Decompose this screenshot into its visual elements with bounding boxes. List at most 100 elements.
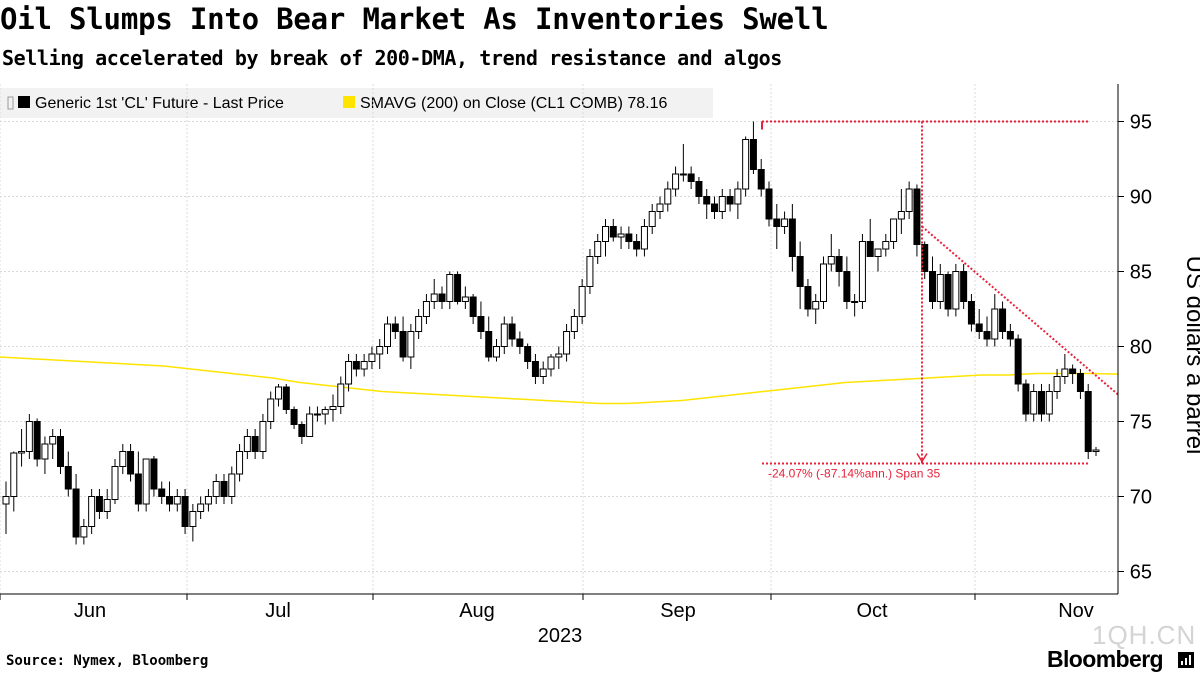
candle-up [422, 301, 430, 317]
candle-up [1061, 368, 1069, 377]
candle-up [640, 226, 648, 250]
candle-down [929, 271, 936, 302]
candle-down [773, 218, 781, 227]
candle-up [49, 436, 57, 445]
grid-lines [0, 84, 1118, 594]
x-month-label: Jun [74, 600, 106, 622]
candle-down [477, 316, 485, 332]
candle-down [127, 451, 135, 475]
y-axis-label: US dollars a barrel [1181, 256, 1200, 455]
candle-down [1069, 368, 1077, 374]
candle-down [1084, 391, 1092, 452]
candle-up [2, 496, 10, 505]
candle-down [835, 256, 843, 272]
candle-up [890, 218, 898, 242]
candle-up [578, 286, 586, 317]
chart-subtitle: Selling accelerated by break of 200-DMA,… [2, 46, 782, 70]
candle-up [586, 256, 594, 287]
candle-up [103, 499, 111, 512]
candle-up [905, 188, 913, 212]
candle-down [633, 241, 641, 250]
x-month-label: Jul [265, 600, 291, 622]
candle-up [345, 361, 353, 385]
candle-up [119, 451, 127, 467]
candle-down [1022, 383, 1030, 415]
candle-down [290, 409, 298, 425]
candle-down [1038, 391, 1045, 415]
candle-down [703, 196, 711, 205]
candle-up [189, 511, 197, 527]
x-month-label: Sep [660, 600, 696, 622]
candle-down [508, 323, 516, 340]
candle-down [516, 338, 524, 347]
legend-marker-outline [7, 96, 14, 110]
candle-up [679, 173, 687, 176]
candle-up [18, 451, 26, 454]
candle-down [469, 296, 477, 317]
candle-up [602, 226, 609, 242]
candle-down [711, 203, 718, 212]
candle-up [407, 331, 415, 358]
candle-up [111, 466, 119, 500]
candle-up [376, 346, 384, 355]
y-tick-label: 70 [1130, 487, 1152, 509]
span-arrow-head [916, 453, 928, 463]
candle-up [547, 356, 555, 370]
legend-swatch-price [18, 96, 30, 108]
candle-up [10, 452, 18, 497]
candle-down [352, 361, 360, 370]
candle-down [1014, 338, 1022, 385]
candle-up [306, 413, 314, 437]
y-tick-label: 95 [1130, 112, 1152, 134]
sma-line-group [0, 356, 1119, 405]
candle-up [275, 386, 282, 400]
candle-up [563, 331, 571, 355]
candle-down [454, 274, 462, 302]
candle-up [991, 308, 999, 340]
candle-up [384, 323, 391, 347]
candle-down [609, 226, 617, 238]
candle-down [765, 188, 773, 220]
candle-up [430, 293, 438, 302]
candle-up [1030, 391, 1038, 415]
candle-down [95, 496, 103, 512]
span-label: -24.07% (-87.14%ann.) Span 35 [768, 467, 940, 481]
candle-up [329, 406, 337, 410]
candle-up [415, 316, 423, 332]
source-note: Source: Nymex, Bloomberg [6, 653, 209, 669]
candle-up [936, 274, 944, 302]
bloomberg-logo: Bloomberg [1047, 646, 1164, 672]
candle-down [999, 308, 1007, 332]
y-tick-label: 85 [1130, 262, 1152, 284]
chart-title: Oil Slumps Into Bear Market As Inventori… [0, 2, 829, 36]
candle-down [695, 181, 703, 197]
candle-up [851, 301, 859, 303]
candle-down [749, 139, 757, 170]
candle-up [648, 211, 656, 227]
candle-up [617, 233, 625, 238]
candle-up [173, 496, 181, 505]
x-month-label: Aug [459, 600, 495, 622]
candle-down [726, 196, 734, 205]
y-tick-label: 80 [1130, 337, 1152, 359]
candle-down [843, 271, 851, 302]
candle-up [25, 421, 33, 452]
legend-swatch-sma [343, 96, 355, 108]
candle-up [734, 188, 742, 205]
candle-down [181, 496, 189, 527]
candle-down [134, 473, 142, 505]
candle-up [1092, 449, 1100, 452]
candle-down [1076, 373, 1084, 392]
y-tick-label: 65 [1130, 562, 1152, 584]
candle-up [882, 241, 890, 250]
candle-down [57, 436, 64, 467]
candle-up [1053, 376, 1061, 392]
candle-up [812, 301, 820, 310]
candle-up [781, 218, 789, 227]
candle-down [531, 361, 539, 377]
candle-down [391, 323, 399, 332]
legend-box [0, 88, 713, 118]
candle-down [804, 286, 812, 310]
axes-group: 65 70 75 80 85 90 95 Jun Jul Aug Sep Oct Nov [0, 84, 1152, 622]
